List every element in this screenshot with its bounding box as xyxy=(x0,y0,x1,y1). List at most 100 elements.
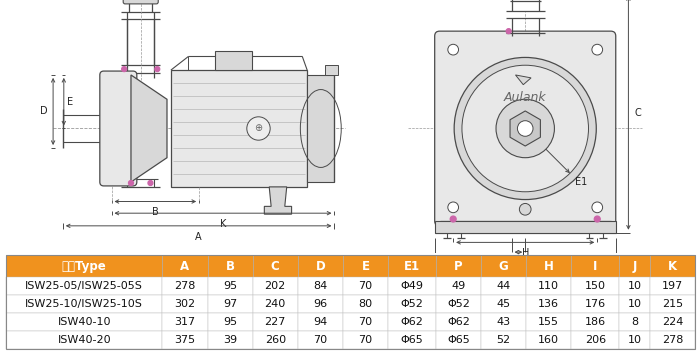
Bar xyxy=(207,313,253,331)
Text: 96: 96 xyxy=(313,299,328,309)
Text: 44: 44 xyxy=(496,281,511,291)
Text: 278: 278 xyxy=(662,335,683,345)
Bar xyxy=(620,313,650,331)
Text: 227: 227 xyxy=(265,317,286,327)
Bar xyxy=(325,65,338,75)
Bar xyxy=(162,255,207,277)
Text: 155: 155 xyxy=(538,317,559,327)
Text: Φ65: Φ65 xyxy=(400,335,424,345)
Text: 70: 70 xyxy=(358,281,372,291)
Bar xyxy=(571,313,620,331)
Text: B: B xyxy=(152,208,159,217)
Text: 型号Type: 型号Type xyxy=(62,260,106,273)
Bar xyxy=(571,295,620,313)
Bar xyxy=(388,277,436,295)
Circle shape xyxy=(155,67,160,71)
Circle shape xyxy=(592,202,603,213)
Text: Φ62: Φ62 xyxy=(400,317,424,327)
Bar xyxy=(207,277,253,295)
Circle shape xyxy=(594,216,600,222)
Text: 136: 136 xyxy=(538,299,559,309)
Text: 224: 224 xyxy=(662,317,683,327)
Bar xyxy=(435,221,616,233)
Text: Φ52: Φ52 xyxy=(400,299,424,309)
Text: C: C xyxy=(634,108,641,118)
Circle shape xyxy=(506,29,511,34)
Bar xyxy=(162,277,207,295)
Bar xyxy=(162,331,207,349)
Text: 95: 95 xyxy=(223,281,237,291)
Bar xyxy=(388,295,436,313)
Bar xyxy=(298,277,343,295)
Text: 80: 80 xyxy=(358,299,372,309)
Circle shape xyxy=(129,181,134,186)
Text: Φ52: Φ52 xyxy=(447,299,470,309)
Circle shape xyxy=(454,57,596,200)
Bar xyxy=(620,255,650,277)
Bar xyxy=(526,331,571,349)
Text: D: D xyxy=(316,260,326,273)
Circle shape xyxy=(148,181,153,186)
Text: 70: 70 xyxy=(358,335,372,345)
Text: 278: 278 xyxy=(174,281,196,291)
Text: 84: 84 xyxy=(313,281,328,291)
Bar xyxy=(388,313,436,331)
Bar xyxy=(436,331,481,349)
Text: ISW25-10/ISW25-10S: ISW25-10/ISW25-10S xyxy=(25,299,143,309)
Text: 317: 317 xyxy=(174,317,195,327)
Text: 215: 215 xyxy=(662,299,683,309)
Text: E: E xyxy=(66,97,73,107)
Bar xyxy=(481,331,526,349)
FancyBboxPatch shape xyxy=(100,71,136,186)
Bar xyxy=(171,70,307,187)
Bar xyxy=(162,295,207,313)
Text: G: G xyxy=(499,260,508,273)
Text: 206: 206 xyxy=(584,335,606,345)
Text: K: K xyxy=(220,219,226,229)
Bar xyxy=(650,313,695,331)
Text: E: E xyxy=(361,260,370,273)
Bar xyxy=(388,331,436,349)
Text: 8: 8 xyxy=(631,317,638,327)
Text: 375: 375 xyxy=(174,335,195,345)
Circle shape xyxy=(247,117,270,140)
Bar xyxy=(6,255,162,277)
Bar xyxy=(343,255,388,277)
Bar xyxy=(481,295,526,313)
FancyBboxPatch shape xyxy=(123,0,158,4)
Bar xyxy=(253,313,298,331)
Text: 186: 186 xyxy=(584,317,606,327)
Text: 70: 70 xyxy=(358,317,372,327)
Circle shape xyxy=(462,65,589,192)
FancyBboxPatch shape xyxy=(435,31,616,226)
Text: 160: 160 xyxy=(538,335,559,345)
Polygon shape xyxy=(265,187,292,214)
Bar xyxy=(253,295,298,313)
Bar xyxy=(620,295,650,313)
Bar xyxy=(526,277,571,295)
Text: B: B xyxy=(225,260,234,273)
Text: Aulank: Aulank xyxy=(504,91,547,104)
Text: Φ49: Φ49 xyxy=(400,281,424,291)
Bar xyxy=(307,75,335,182)
Bar xyxy=(298,255,343,277)
Bar xyxy=(481,313,526,331)
Bar xyxy=(436,295,481,313)
Bar xyxy=(298,295,343,313)
Polygon shape xyxy=(515,75,531,85)
Circle shape xyxy=(517,121,533,136)
Text: ISW40-20: ISW40-20 xyxy=(57,335,111,345)
Text: E1: E1 xyxy=(404,260,420,273)
Text: 52: 52 xyxy=(496,335,511,345)
Text: C: C xyxy=(271,260,279,273)
Circle shape xyxy=(496,99,554,158)
Bar xyxy=(436,277,481,295)
Bar xyxy=(207,331,253,349)
Text: K: K xyxy=(668,260,677,273)
Bar xyxy=(571,331,620,349)
Text: 202: 202 xyxy=(265,281,286,291)
Bar xyxy=(6,255,695,349)
Bar xyxy=(253,255,298,277)
Text: 45: 45 xyxy=(496,299,511,309)
Bar xyxy=(481,255,526,277)
